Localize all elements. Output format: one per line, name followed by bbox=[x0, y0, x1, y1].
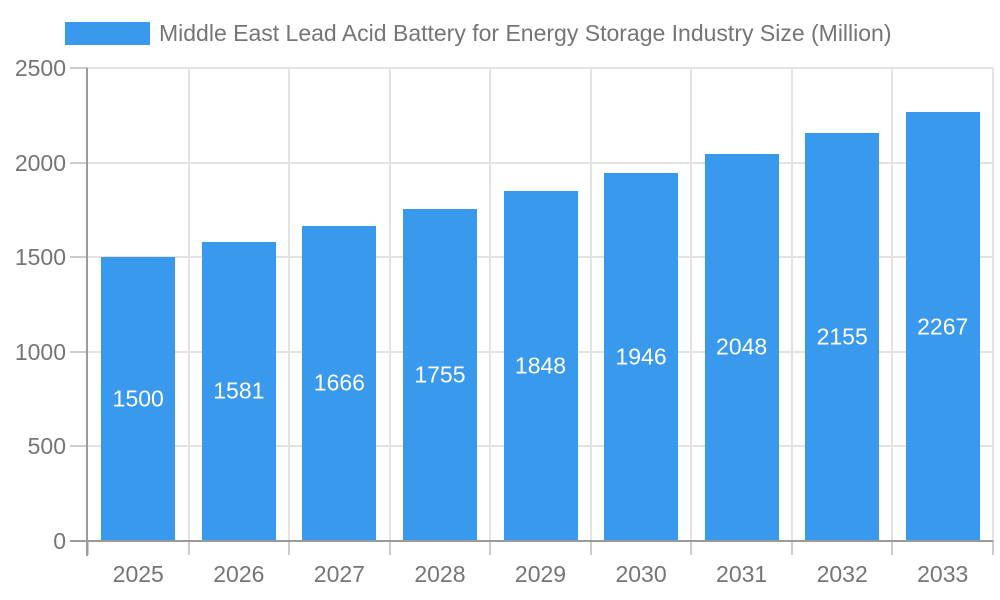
x-axis-tick bbox=[288, 540, 291, 555]
y-axis-tick bbox=[70, 350, 88, 353]
bar-2025[interactable] bbox=[101, 257, 176, 541]
bar-2026[interactable] bbox=[201, 241, 276, 541]
x-axis-tick bbox=[690, 540, 693, 555]
gridline-vertical bbox=[288, 68, 291, 541]
bar-value-label: 2155 bbox=[816, 323, 868, 350]
y-axis-label: 2000 bbox=[14, 149, 66, 176]
x-axis-tick bbox=[87, 540, 89, 555]
gridline-vertical bbox=[891, 68, 894, 541]
x-axis-label: 2026 bbox=[213, 561, 265, 587]
legend-swatch[interactable] bbox=[65, 21, 150, 45]
x-axis-tick bbox=[388, 540, 391, 555]
y-axis-label: 500 bbox=[27, 433, 66, 460]
chart-title: Middle East Lead Acid Battery for Energy… bbox=[159, 20, 892, 46]
bar-value-label: 1848 bbox=[514, 352, 567, 379]
bar-2031[interactable] bbox=[704, 153, 779, 541]
bar-2029[interactable] bbox=[503, 191, 578, 541]
y-axis-line bbox=[86, 68, 88, 556]
plot-area: 1500 1581 1666 1755 1848 1946 2048 2155 2267 bbox=[88, 67, 994, 541]
x-axis-label: 2033 bbox=[917, 561, 969, 587]
x-axis-label: 2028 bbox=[414, 561, 466, 587]
y-axis-label: 1000 bbox=[14, 338, 66, 365]
bar-value-label: 2267 bbox=[917, 313, 969, 340]
legend[interactable]: Middle East Lead Acid Battery for Energy… bbox=[65, 20, 892, 46]
y-axis-tick bbox=[70, 161, 88, 164]
gridline-vertical bbox=[187, 68, 190, 541]
gridline-vertical bbox=[589, 68, 592, 541]
y-axis-tick bbox=[70, 67, 88, 69]
x-axis-tick bbox=[992, 540, 994, 555]
y-axis-label: 1500 bbox=[14, 244, 66, 271]
bar-2032[interactable] bbox=[805, 133, 880, 541]
y-axis-tick bbox=[70, 256, 88, 259]
gridline-vertical bbox=[690, 68, 693, 541]
bar-2033[interactable] bbox=[905, 112, 980, 541]
x-axis-label: 2031 bbox=[716, 561, 768, 587]
gridline-vertical bbox=[388, 68, 391, 541]
x-axis-line bbox=[70, 540, 993, 542]
gridline-horizontal bbox=[88, 161, 993, 164]
bar-value-label: 2048 bbox=[716, 333, 768, 360]
bar-value-label: 1666 bbox=[313, 369, 365, 396]
y-axis-label: 0 bbox=[53, 528, 66, 554]
gridline-horizontal bbox=[88, 67, 993, 69]
x-axis-label: 2032 bbox=[816, 561, 868, 587]
bar-2028[interactable] bbox=[402, 208, 477, 541]
bar-value-label: 1500 bbox=[112, 385, 164, 412]
gridline-vertical bbox=[992, 68, 994, 541]
x-axis-tick bbox=[589, 540, 592, 555]
x-axis-tick bbox=[489, 540, 492, 555]
bar-value-label: 1755 bbox=[414, 361, 466, 388]
x-axis-label: 2025 bbox=[112, 561, 164, 587]
x-axis-tick bbox=[891, 540, 894, 555]
bar-2027[interactable] bbox=[302, 225, 377, 541]
y-axis-label: 2500 bbox=[14, 55, 66, 81]
bar-2030[interactable] bbox=[604, 172, 679, 541]
gridline-vertical bbox=[790, 68, 793, 541]
gridline-vertical bbox=[489, 68, 492, 541]
y-axis-tick bbox=[70, 445, 88, 448]
x-axis-label: 2030 bbox=[615, 561, 667, 587]
x-axis-tick bbox=[187, 540, 190, 555]
bar-value-label: 1946 bbox=[615, 343, 667, 370]
bar-value-label: 1581 bbox=[213, 377, 265, 404]
x-axis-label: 2027 bbox=[313, 561, 365, 587]
x-axis-label: 2029 bbox=[514, 561, 567, 587]
x-axis-tick bbox=[790, 540, 793, 555]
